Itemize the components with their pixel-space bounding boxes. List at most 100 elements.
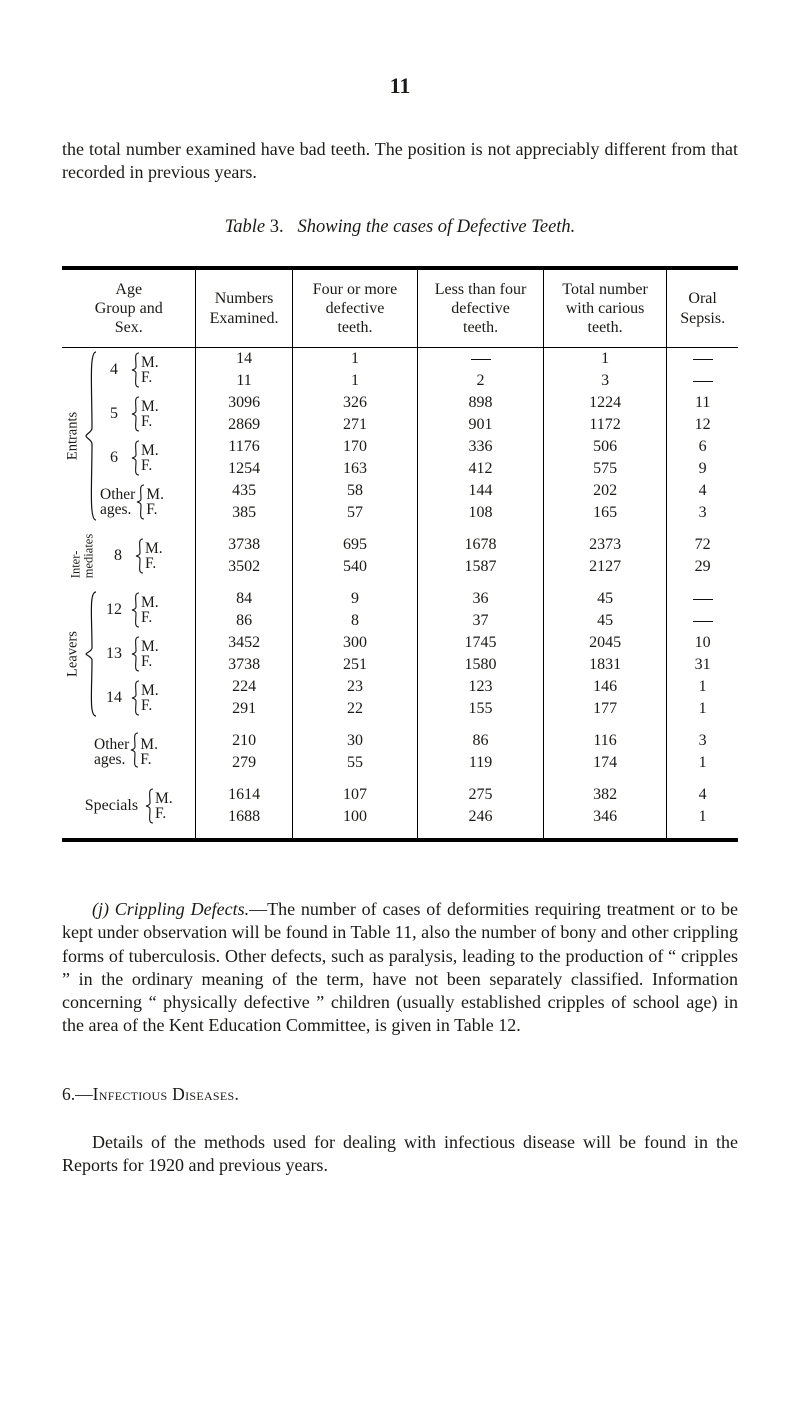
cell bbox=[667, 370, 738, 392]
cell: 10 bbox=[667, 632, 738, 654]
cell: 3738 bbox=[196, 654, 292, 676]
cell: 898 bbox=[418, 392, 544, 414]
cell: 155 bbox=[418, 698, 544, 720]
cell: 506 bbox=[543, 436, 666, 458]
brace-icon bbox=[144, 786, 155, 826]
cell: 1614 bbox=[196, 784, 292, 806]
cell: 901 bbox=[418, 414, 544, 436]
cell: 57 bbox=[292, 502, 418, 524]
cell: 540 bbox=[292, 556, 418, 578]
sex-f: F. bbox=[155, 806, 173, 822]
entrants-label: Entrants bbox=[64, 412, 83, 460]
page-number: 11 bbox=[62, 72, 738, 100]
ages-label: ages. bbox=[94, 752, 129, 768]
cell: 55 bbox=[292, 752, 418, 774]
cell: 1587 bbox=[418, 556, 544, 578]
cell: 165 bbox=[543, 502, 666, 524]
sex-m: M. bbox=[141, 595, 159, 611]
cell: 1 bbox=[543, 348, 666, 370]
age-5: 5 bbox=[98, 404, 130, 424]
col-num-text: Numbers Examined. bbox=[210, 290, 279, 326]
age-13: 13 bbox=[98, 644, 130, 664]
brace-icon bbox=[129, 730, 140, 770]
col-age: Age Group and Sex. bbox=[62, 270, 196, 348]
cell: 3502 bbox=[196, 556, 292, 578]
cell: 326 bbox=[292, 392, 418, 414]
cell: 30 bbox=[292, 730, 418, 752]
brace-icon bbox=[84, 588, 98, 720]
brace-icon bbox=[130, 678, 141, 718]
cell bbox=[667, 588, 738, 610]
sex-f: F. bbox=[141, 414, 159, 430]
cell: 202 bbox=[543, 480, 666, 502]
cell: 8 bbox=[292, 610, 418, 632]
col-less-text: Less than four defective teeth. bbox=[435, 281, 527, 336]
cell: 1 bbox=[667, 676, 738, 698]
cell bbox=[667, 610, 738, 632]
cell: 1254 bbox=[196, 458, 292, 480]
cell: 246 bbox=[418, 806, 544, 828]
cell: 1745 bbox=[418, 632, 544, 654]
sex-m: M. bbox=[141, 639, 159, 655]
cell: 108 bbox=[418, 502, 544, 524]
intro-paragraph: the total number examined have bad teeth… bbox=[62, 138, 738, 184]
age-6: 6 bbox=[98, 448, 130, 468]
sex-m: M. bbox=[141, 355, 159, 371]
cell: 3738 bbox=[196, 534, 292, 556]
cell: 170 bbox=[292, 436, 418, 458]
para-j-label: (j) Crippling Defects. bbox=[92, 899, 249, 919]
defective-teeth-table: Age Group and Sex. Numbers Examined. Fou… bbox=[62, 266, 738, 843]
cell: 107 bbox=[292, 784, 418, 806]
cell: 58 bbox=[292, 480, 418, 502]
section-6-paragraph: Details of the methods used for dealing … bbox=[62, 1131, 738, 1177]
cell: 22 bbox=[292, 698, 418, 720]
cell: 382 bbox=[543, 784, 666, 806]
cell: 1688 bbox=[196, 806, 292, 828]
cell: 575 bbox=[543, 458, 666, 480]
cell: 123 bbox=[418, 676, 544, 698]
table-title-word: Table bbox=[225, 217, 265, 237]
sex-f: F. bbox=[145, 556, 163, 572]
age-8: 8 bbox=[102, 546, 134, 566]
section-6-heading: 6.—Infectious Diseases. bbox=[62, 1083, 738, 1105]
sex-f: F. bbox=[141, 698, 159, 714]
cell: 2045 bbox=[543, 632, 666, 654]
specials-label: Specials bbox=[85, 796, 138, 816]
cell: 1678 bbox=[418, 534, 544, 556]
col-oral-text: Oral Sepsis. bbox=[680, 290, 725, 326]
cell: 29 bbox=[667, 556, 738, 578]
col-four: Four or more defective teeth. bbox=[292, 270, 418, 348]
table-title-rest: Showing the cases of Defective Teeth. bbox=[298, 217, 576, 237]
section-6-num: 6.— bbox=[62, 1084, 93, 1104]
table-title-number: 3. bbox=[270, 217, 284, 237]
leavers-label: Leavers bbox=[64, 632, 83, 678]
cell: 177 bbox=[543, 698, 666, 720]
cell: 1 bbox=[667, 806, 738, 828]
age-specials: Specials M.F. bbox=[62, 784, 196, 828]
sex-f: F. bbox=[141, 458, 159, 474]
cell: 3 bbox=[543, 370, 666, 392]
cell: 4 bbox=[667, 480, 738, 502]
brace-icon bbox=[84, 348, 98, 524]
cell: 36 bbox=[418, 588, 544, 610]
cell: 435 bbox=[196, 480, 292, 502]
col-num: Numbers Examined. bbox=[196, 270, 292, 348]
sex-m: M. bbox=[155, 791, 173, 807]
cell: 9 bbox=[292, 588, 418, 610]
cell: 2373 bbox=[543, 534, 666, 556]
cell: 210 bbox=[196, 730, 292, 752]
sex-m: M. bbox=[145, 541, 163, 557]
cell: 163 bbox=[292, 458, 418, 480]
cell: 11 bbox=[196, 370, 292, 392]
sex-f: F. bbox=[141, 610, 159, 626]
cell: 6 bbox=[667, 436, 738, 458]
sex-m: M. bbox=[141, 443, 159, 459]
cell: 1176 bbox=[196, 436, 292, 458]
col-tot: Total number with carious teeth. bbox=[543, 270, 666, 348]
brace-icon bbox=[134, 536, 145, 576]
cell: 2 bbox=[418, 370, 544, 392]
sex-f: F. bbox=[141, 370, 159, 386]
cell: 1 bbox=[292, 348, 418, 370]
cell: 144 bbox=[418, 480, 544, 502]
age-14: 14 bbox=[98, 688, 130, 708]
